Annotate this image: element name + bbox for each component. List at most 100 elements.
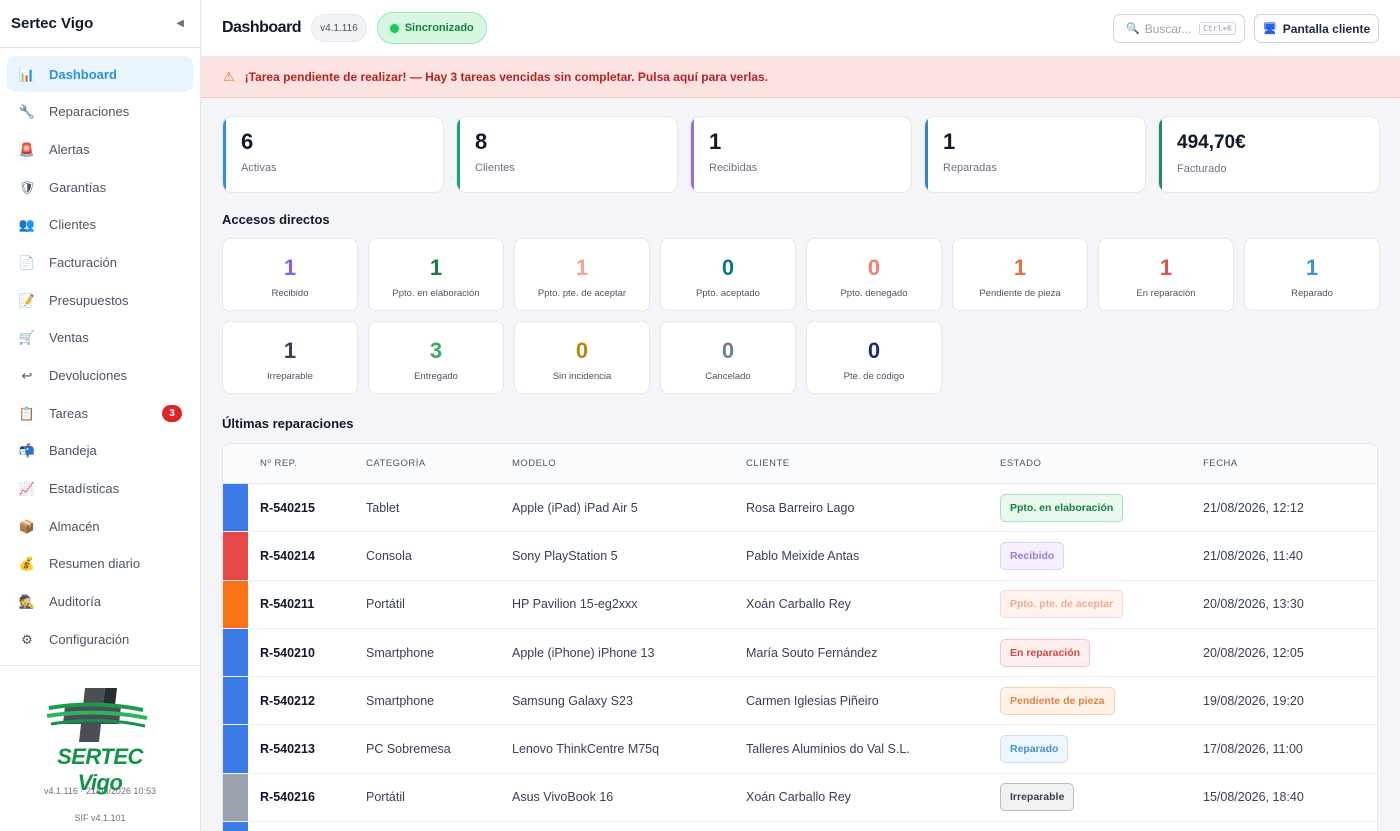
quick-access-card[interactable]: 1 Reparado — [1244, 238, 1380, 311]
column-header: MODELO — [512, 458, 557, 469]
quick-access-card[interactable]: 1 Ppto. en elaboración — [368, 238, 504, 311]
repair-date: 19/08/2026, 19:20 — [1203, 693, 1304, 708]
repair-client: Xoán Carballo Rey — [746, 597, 851, 612]
quick-access-label: En reparación — [1136, 288, 1196, 299]
stat-card-reparadas[interactable]: 1 Reparadas — [924, 116, 1146, 193]
table-row[interactable]: R-540216 Portátil Asus VivoBook 16 Xoán Car… — [223, 773, 1377, 823]
sidebar-item-configuracion[interactable]: ⚙ Configuración — [7, 621, 193, 657]
repair-category: Tablet — [366, 500, 400, 515]
table-row[interactable]: R-540215 Tablet Apple (iPad) iPad Air 5 Ros… — [223, 484, 1377, 533]
sif-version-line: SIF v4.1.101 — [74, 813, 126, 823]
sidebar-item-label: Devoluciones — [49, 368, 128, 383]
search-input[interactable]: 🔍 Buscar... Ctrl+K — [1113, 14, 1245, 43]
sidebar-item-resumen-diario[interactable]: 💰 Resumen diario — [7, 546, 193, 582]
quick-access-label: Ppto. denegado — [840, 288, 908, 299]
client-screen-label: Pantalla cliente — [1282, 21, 1371, 36]
monitor-icon: 🖥 — [1262, 23, 1277, 35]
quick-access-count: 3 — [429, 338, 443, 363]
sidebar-item-estadisticas[interactable]: 📈 Estadísticas — [7, 471, 193, 507]
sidebar-item-ventas[interactable]: 🛒 Ventas — [7, 320, 193, 356]
table-row[interactable]: R-540213 PC Sobremesa Lenovo ThinkCentre M… — [223, 725, 1377, 774]
configuracion-icon: ⚙ — [21, 631, 33, 647]
version-badge: v4.1.116 — [311, 14, 367, 42]
sidebar-item-almacen[interactable]: 📦 Almacén — [7, 508, 193, 544]
sidebar-item-dashboard[interactable]: 📊 Dashboard — [7, 56, 193, 92]
sidebar-item-label: Tareas — [49, 405, 89, 421]
quick-access-card[interactable]: 1 En reparación — [1098, 238, 1234, 311]
sidebar-item-auditoria[interactable]: 🕵 Auditoría — [7, 584, 193, 620]
repair-client: Rosa Barreiro Lago — [746, 500, 855, 515]
search-placeholder: Buscar... — [1144, 21, 1192, 36]
sidebar-item-clientes[interactable]: 👥 Clientes — [7, 207, 193, 243]
stat-card-facturado[interactable]: 494,70€ Facturado — [1158, 116, 1380, 193]
quick-access-count: 1 — [1305, 255, 1319, 280]
column-header: CATEGORÍA — [366, 458, 426, 469]
row-color-bar — [223, 725, 248, 773]
quick-access-card[interactable]: 1 Recibido — [222, 238, 358, 311]
repair-status-cell: Recibido — [1000, 541, 1203, 570]
table-row[interactable]: R-540210 Smartphone Apple (iPhone) iPhone … — [223, 628, 1377, 678]
table-header: Nº REP. CATEGORÍA MODELO CLIENTE ESTADO FECHA — [223, 444, 1377, 484]
stats-row: 6 Activas 8 Clientes 1 Recibidas 1 Reparadas 494… — [222, 116, 1380, 193]
stat-card-clientes[interactable]: 8 Clientes — [456, 116, 678, 193]
pending-tasks-alert[interactable]: ⚠ ¡Tarea pendiente de realizar! — Hay 3 … — [201, 57, 1400, 98]
repair-category: PC Sobremesa — [366, 742, 451, 757]
quick-access-card[interactable]: 0 Sin incidencia — [514, 321, 650, 394]
sidebar-item-garantias[interactable]: 🛡 Garantías — [7, 169, 193, 205]
quick-access-count: 0 — [867, 338, 881, 363]
auditoria-icon: 🕵 — [18, 594, 36, 610]
quick-access-card[interactable]: 3 Entregado — [368, 321, 504, 394]
quick-access-card[interactable]: 0 Pte. de código — [806, 321, 942, 394]
table-row[interactable]: R-540211 Portátil HP Pavilion 15-eg2xxx Xoá… — [223, 580, 1377, 629]
sync-status-label: Sincronizado — [404, 22, 474, 34]
sidebar-item-devoluciones[interactable]: ↩ Devoluciones — [7, 358, 193, 394]
quick-access-label: Reparado — [1291, 288, 1333, 299]
sidebar-item-tareas[interactable]: 📋 Tareas 3 — [7, 395, 193, 431]
table-row-partial — [223, 822, 1377, 831]
repair-number: R-540211 — [260, 597, 315, 612]
quick-access-card[interactable]: 0 Ppto. denegado — [806, 238, 942, 311]
repair-date: 17/08/2026, 11:00 — [1203, 742, 1303, 757]
client-screen-button[interactable]: 🖥 Pantalla cliente — [1254, 14, 1379, 43]
sidebar-item-label: Alertas — [49, 141, 90, 157]
status-badge: Irreparable — [1000, 783, 1075, 812]
sidebar-item-label: Almacén — [49, 518, 100, 534]
stat-card-recibidas[interactable]: 1 Recibidas — [690, 116, 912, 193]
quick-access-title: Accesos directos — [222, 212, 330, 227]
sidebar-item-label: Presupuestos — [49, 292, 129, 308]
sidebar-item-bandeja[interactable]: 📬 Bandeja — [7, 433, 193, 469]
repair-number: R-540212 — [260, 693, 315, 708]
quick-access-label: Entregado — [414, 371, 458, 382]
repair-client: María Souto Fernández — [746, 645, 878, 660]
table-row[interactable]: R-540214 Consola Sony PlayStation 5 Pablo M… — [223, 532, 1377, 581]
stat-card-activas[interactable]: 6 Activas — [222, 116, 444, 193]
repair-client: Xoán Carballo Rey — [746, 790, 851, 805]
quick-access-count: 1 — [1159, 255, 1173, 280]
stat-label: Reparadas — [943, 162, 997, 174]
latest-repairs-title: Últimas reparaciones — [222, 416, 354, 431]
table-row[interactable]: R-540212 Smartphone Samsung Galaxy S23 Carm… — [223, 677, 1377, 726]
tareas-icon: 📋 — [18, 405, 36, 421]
status-badge: En reparación — [1000, 638, 1091, 667]
repair-model: Apple (iPad) iPad Air 5 — [512, 500, 638, 515]
sidebar-item-reparaciones[interactable]: 🔧 Reparaciones — [7, 94, 193, 130]
quick-access-card[interactable]: 1 Pendiente de pieza — [952, 238, 1088, 311]
repair-status-cell: Ppto. pte. de aceptar — [1000, 590, 1203, 619]
repair-category: Consola — [366, 548, 412, 563]
row-color-bar — [223, 580, 248, 628]
sidebar-item-presupuestos[interactable]: 📝 Presupuestos — [7, 282, 193, 318]
repair-category: Smartphone — [366, 645, 435, 660]
sidebar-item-alertas[interactable]: 🚨 Alertas — [7, 131, 193, 167]
column-header: Nº REP. — [260, 458, 298, 469]
estadisticas-icon: 📈 — [18, 481, 36, 497]
quick-access-card[interactable]: 0 Ppto. aceptado — [660, 238, 796, 311]
quick-access-card[interactable]: 0 Cancelado — [660, 321, 796, 394]
status-badge: Ppto. en elaboración — [1000, 493, 1124, 522]
quick-access-card[interactable]: 1 Ppto. pte. de aceptar — [514, 238, 650, 311]
quick-access-label: Recibido — [271, 288, 309, 299]
collapse-sidebar-icon[interactable]: ◀ — [176, 18, 184, 29]
tasks-count-badge: 3 — [162, 405, 182, 423]
almacen-icon: 📦 — [18, 518, 36, 534]
sidebar-item-facturacion[interactable]: 📄 Facturación — [7, 244, 193, 280]
quick-access-card[interactable]: 1 Irreparable — [222, 321, 358, 394]
